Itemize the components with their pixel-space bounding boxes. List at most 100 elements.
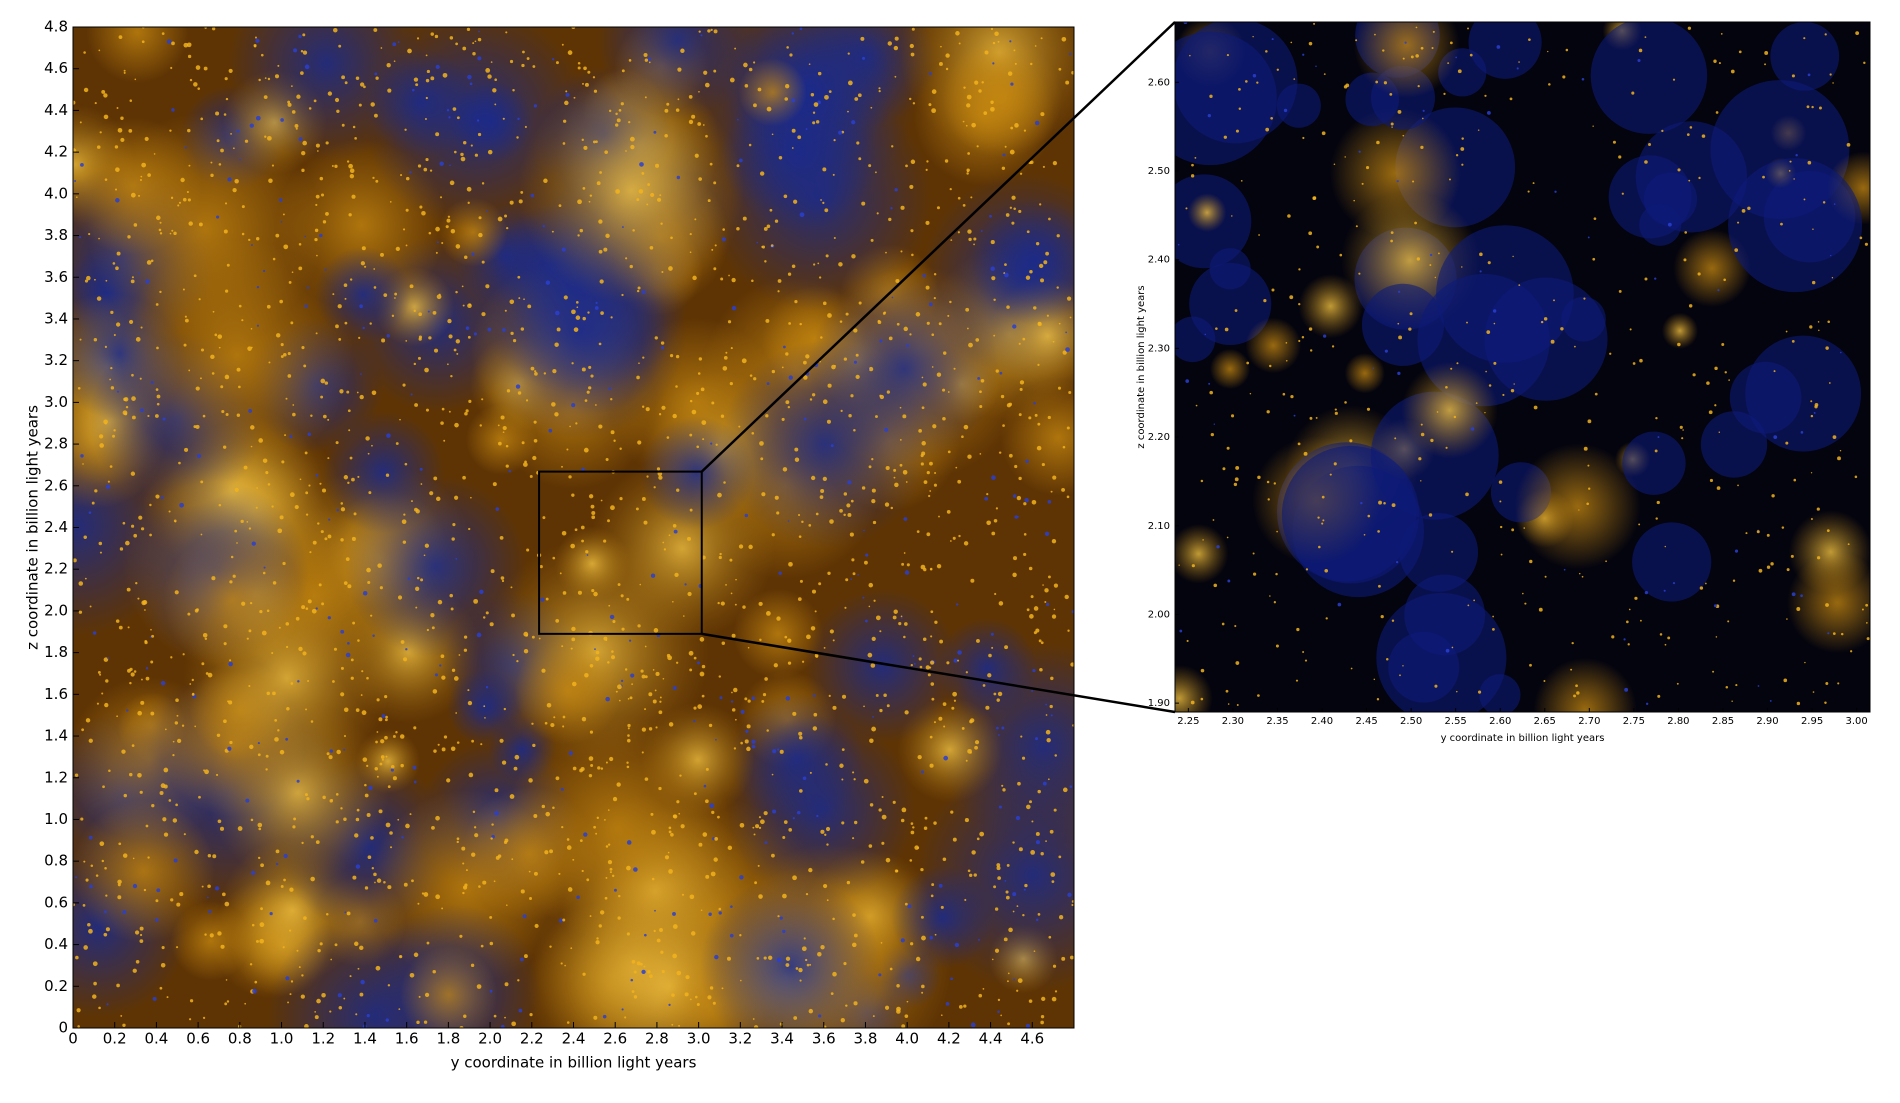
particle — [1745, 532, 1748, 535]
particle — [923, 480, 928, 484]
particle — [965, 671, 968, 674]
particle — [875, 615, 881, 621]
particle — [1052, 160, 1058, 166]
particle — [1428, 513, 1433, 517]
particle — [184, 146, 187, 149]
particle — [399, 418, 401, 421]
particle — [914, 845, 919, 850]
particle — [1190, 700, 1195, 705]
halo — [1245, 317, 1302, 374]
particle — [170, 898, 174, 902]
particle — [997, 691, 1003, 697]
particle — [791, 264, 796, 269]
particle — [997, 876, 1001, 880]
particle — [676, 488, 680, 492]
particle — [352, 875, 357, 880]
particle — [150, 660, 154, 664]
particle — [1461, 163, 1464, 166]
particle — [102, 785, 105, 789]
particle — [1012, 494, 1017, 498]
particle — [146, 260, 152, 265]
particle — [238, 385, 241, 389]
particle — [1793, 478, 1797, 482]
particle — [1402, 57, 1405, 60]
particle — [1430, 438, 1434, 443]
particle — [473, 598, 479, 604]
particle — [108, 769, 111, 772]
particle — [565, 92, 570, 97]
particle — [372, 634, 375, 637]
halo — [1209, 348, 1251, 390]
particle — [415, 509, 420, 514]
particle — [510, 331, 514, 335]
particle — [262, 571, 266, 575]
particle — [766, 382, 770, 386]
particle — [604, 818, 606, 821]
particle — [946, 510, 951, 514]
particle — [917, 754, 922, 760]
particle — [801, 520, 804, 524]
particle — [360, 979, 365, 985]
particle — [280, 355, 284, 359]
particle — [481, 260, 485, 264]
particle — [878, 89, 881, 93]
particle — [262, 458, 268, 463]
particle — [1012, 556, 1018, 561]
particle — [668, 534, 671, 537]
particle — [808, 1008, 814, 1014]
particle — [1221, 622, 1225, 626]
particle — [226, 1000, 230, 1003]
halo — [1353, 22, 1460, 98]
particle — [936, 372, 942, 377]
particle — [903, 635, 906, 639]
particle — [316, 254, 318, 257]
particle — [75, 955, 79, 960]
particle — [1396, 560, 1399, 564]
x-tick-label: 4.6 — [1020, 1030, 1044, 1048]
particle — [745, 729, 749, 734]
particle — [577, 590, 582, 595]
particle — [1657, 436, 1660, 438]
particle — [1040, 641, 1044, 645]
particle — [1209, 94, 1213, 98]
particle — [656, 938, 661, 943]
particle — [761, 245, 766, 249]
particle — [1004, 145, 1007, 148]
particle — [500, 415, 505, 420]
particle — [1587, 236, 1590, 239]
particle — [1716, 486, 1721, 490]
particle — [953, 367, 956, 370]
particle — [630, 673, 635, 678]
particle — [141, 600, 147, 606]
particle — [454, 495, 459, 500]
particle — [1832, 435, 1837, 439]
particle — [890, 506, 894, 510]
particle — [1732, 579, 1736, 582]
particle — [675, 354, 680, 359]
particle — [324, 268, 327, 271]
plot-frame — [1174, 21, 1871, 713]
particle — [392, 776, 397, 781]
particle — [1208, 382, 1211, 385]
particle — [300, 50, 304, 53]
particle — [910, 822, 914, 825]
y-tick-label: 1.90 — [1148, 698, 1170, 709]
particle — [964, 818, 969, 823]
particle — [426, 941, 430, 945]
particle — [285, 397, 288, 400]
particle — [1021, 756, 1026, 760]
particle — [653, 929, 656, 933]
particle — [1791, 592, 1796, 597]
particle — [436, 241, 439, 244]
particle — [141, 40, 145, 44]
particle — [823, 646, 826, 649]
particle — [387, 885, 392, 890]
particle — [1001, 166, 1006, 171]
particle — [105, 279, 108, 282]
particle — [191, 678, 194, 682]
particle — [782, 467, 788, 472]
particle — [793, 199, 798, 204]
particle — [1422, 117, 1424, 120]
particle — [608, 604, 611, 607]
particle — [558, 918, 564, 923]
